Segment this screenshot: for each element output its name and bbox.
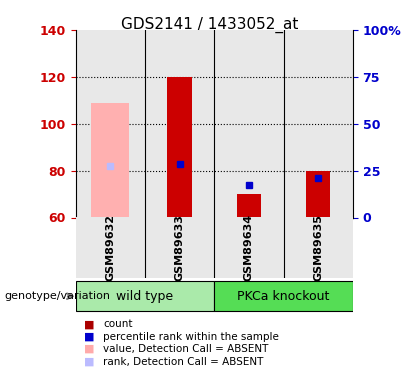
Text: ■: ■ [84,320,94,329]
Text: GSM89632: GSM89632 [105,214,115,281]
Bar [214,30,284,217]
Bar [214,217,284,278]
Bar [76,281,214,311]
Text: genotype/variation: genotype/variation [4,291,110,301]
Bar [91,103,129,218]
Bar [306,171,330,217]
Text: ■: ■ [84,344,94,354]
Bar [284,217,353,278]
Text: GSM89635: GSM89635 [313,214,323,281]
Bar [237,194,261,217]
Bar [284,30,353,217]
Text: percentile rank within the sample: percentile rank within the sample [103,332,279,342]
Text: count: count [103,320,132,329]
Text: value, Detection Call = ABSENT: value, Detection Call = ABSENT [103,344,268,354]
Bar [168,77,192,218]
Bar [145,217,214,278]
Text: GDS2141 / 1433052_at: GDS2141 / 1433052_at [121,17,299,33]
Bar [76,30,145,217]
Text: GSM89634: GSM89634 [244,214,254,281]
Bar [145,30,214,217]
Text: wild type: wild type [116,290,173,303]
Bar [214,281,353,311]
Text: PKCa knockout: PKCa knockout [237,290,330,303]
Bar [76,217,145,278]
Text: ■: ■ [84,332,94,342]
Text: rank, Detection Call = ABSENT: rank, Detection Call = ABSENT [103,357,263,366]
Text: GSM89633: GSM89633 [175,214,184,281]
Text: ■: ■ [84,357,94,366]
